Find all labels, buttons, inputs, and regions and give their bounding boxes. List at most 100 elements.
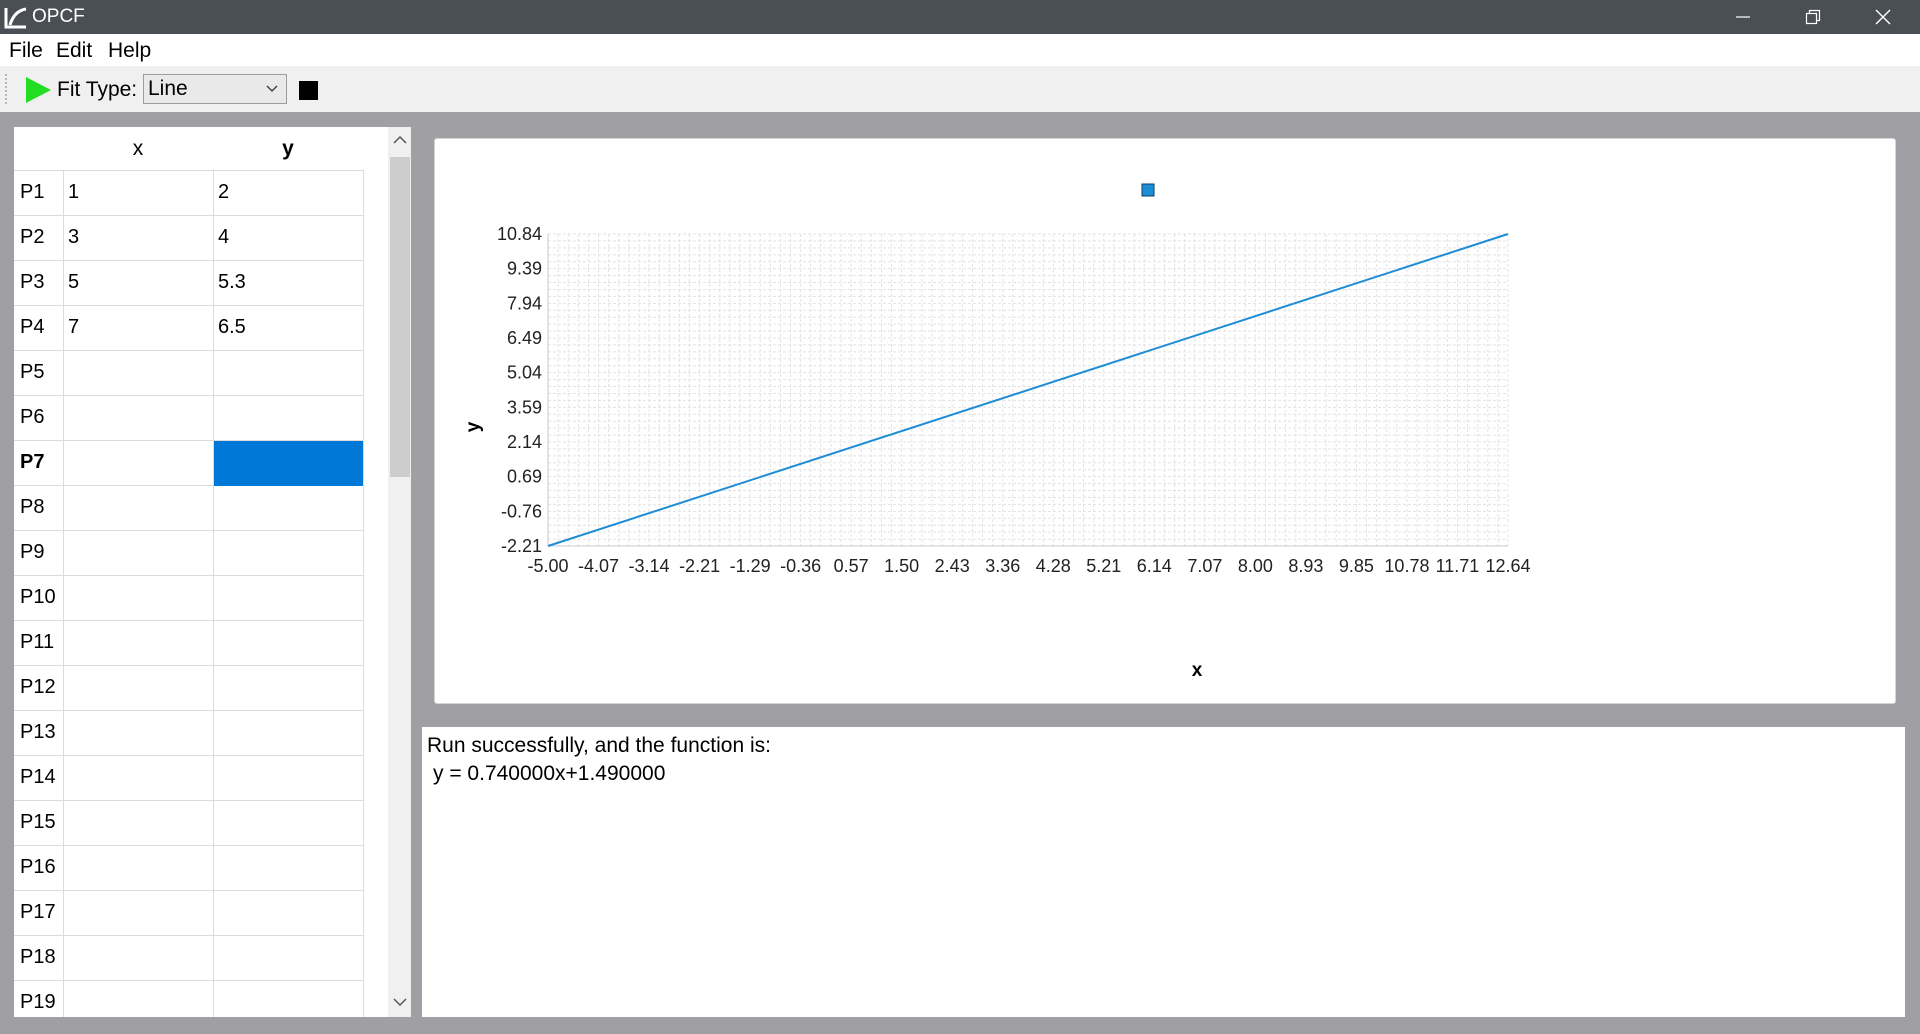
scroll-down-icon[interactable] bbox=[393, 997, 407, 1007]
cell-y[interactable] bbox=[213, 666, 364, 711]
x-axis-label: x bbox=[1192, 660, 1203, 681]
cell-x[interactable] bbox=[63, 441, 213, 486]
close-icon bbox=[1875, 9, 1891, 25]
row-header[interactable]: P8 bbox=[20, 496, 45, 518]
cell-y[interactable] bbox=[213, 486, 364, 531]
cell-x[interactable]: 3 bbox=[63, 216, 213, 261]
table-header: x y bbox=[14, 127, 364, 171]
cell-x[interactable] bbox=[63, 621, 213, 666]
table-row: P18 bbox=[14, 936, 364, 981]
cell-x[interactable] bbox=[63, 486, 213, 531]
table-row: P1 1 2 bbox=[14, 171, 364, 216]
row-header[interactable]: P7 bbox=[20, 451, 45, 473]
row-header[interactable]: P10 bbox=[20, 586, 56, 608]
scrollbar-thumb[interactable] bbox=[390, 157, 410, 477]
cell-y[interactable] bbox=[213, 756, 364, 801]
menu-edit[interactable]: Edit bbox=[56, 39, 93, 62]
row-header[interactable]: P9 bbox=[20, 541, 45, 563]
play-icon[interactable] bbox=[24, 76, 52, 104]
column-header-x[interactable]: x bbox=[132, 137, 144, 160]
x-tick-label: 3.36 bbox=[985, 556, 1020, 576]
table-row: P10 bbox=[14, 576, 364, 621]
cell-x[interactable] bbox=[63, 756, 213, 801]
menu-file[interactable]: File bbox=[9, 39, 43, 62]
x-tick-label: -1.29 bbox=[730, 556, 771, 576]
cell-y[interactable]: 6.5 bbox=[213, 306, 364, 351]
row-header[interactable]: P17 bbox=[20, 901, 56, 923]
row-header[interactable]: P18 bbox=[20, 946, 56, 968]
toolbar-grip[interactable] bbox=[5, 74, 8, 104]
restore-button[interactable] bbox=[1778, 0, 1848, 34]
row-header[interactable]: P19 bbox=[20, 991, 56, 1013]
table-row: P2 3 4 bbox=[14, 216, 364, 261]
cell-y[interactable]: 2 bbox=[213, 171, 364, 216]
cell-x[interactable] bbox=[63, 801, 213, 846]
cell-y[interactable] bbox=[213, 936, 364, 981]
toolbar: Fit Type: Line bbox=[0, 66, 1920, 112]
cell-x[interactable] bbox=[63, 891, 213, 936]
fit-type-value: Line bbox=[148, 77, 188, 100]
cell-y[interactable] bbox=[213, 396, 364, 441]
cell-x[interactable] bbox=[63, 351, 213, 396]
minimize-icon bbox=[1736, 16, 1750, 18]
cell-y[interactable] bbox=[213, 351, 364, 396]
cell-y[interactable] bbox=[213, 711, 364, 756]
cell-y[interactable] bbox=[213, 621, 364, 666]
cell-y[interactable] bbox=[213, 846, 364, 891]
restore-icon bbox=[1805, 9, 1821, 25]
row-header[interactable]: P11 bbox=[20, 631, 55, 653]
cell-y[interactable] bbox=[213, 891, 364, 936]
row-header[interactable]: P1 bbox=[20, 181, 45, 203]
output-line-1: Run successfully, and the function is: bbox=[427, 734, 771, 757]
x-tick-label: 11.71 bbox=[1436, 556, 1480, 576]
cell-x[interactable] bbox=[63, 666, 213, 711]
cell-x[interactable]: 7 bbox=[63, 306, 213, 351]
row-header[interactable]: P13 bbox=[20, 721, 56, 743]
cell-x[interactable] bbox=[63, 981, 213, 1017]
legend-marker bbox=[1141, 183, 1155, 197]
minimize-button[interactable] bbox=[1708, 0, 1778, 34]
scroll-up-icon[interactable] bbox=[393, 135, 407, 145]
chart-series bbox=[547, 233, 1509, 547]
cell-x[interactable]: 5 bbox=[63, 261, 213, 306]
row-header[interactable]: P16 bbox=[20, 856, 56, 878]
fit-chart: -5.00 -4.07 -3.14 -2.21 -1.29 -0.36 0.57 1.50 2.… bbox=[463, 183, 1531, 681]
row-header[interactable]: P4 bbox=[20, 316, 45, 338]
app-logo-icon bbox=[4, 7, 27, 29]
x-tick-label: 8.00 bbox=[1238, 556, 1273, 576]
row-header[interactable]: P14 bbox=[20, 766, 56, 788]
cell-y[interactable] bbox=[213, 441, 364, 486]
cell-y[interactable] bbox=[213, 801, 364, 846]
x-tick-label: 9.85 bbox=[1339, 556, 1374, 576]
cell-y[interactable]: 4 bbox=[213, 216, 364, 261]
row-header[interactable]: P6 bbox=[20, 406, 45, 428]
title-bar: OPCF bbox=[0, 0, 1920, 34]
cell-x[interactable] bbox=[63, 531, 213, 576]
close-button[interactable] bbox=[1848, 0, 1918, 34]
fit-type-select[interactable]: Line bbox=[143, 74, 287, 104]
row-header[interactable]: P3 bbox=[20, 271, 45, 293]
cell-x[interactable] bbox=[63, 396, 213, 441]
cell-y[interactable]: 5.3 bbox=[213, 261, 364, 306]
fit-type-label: Fit Type: bbox=[57, 78, 138, 101]
output-console[interactable]: Run successfully, and the function is: y… bbox=[421, 726, 1906, 1018]
row-header[interactable]: P5 bbox=[20, 361, 45, 383]
row-header[interactable]: P2 bbox=[20, 226, 45, 248]
cell-x[interactable] bbox=[63, 711, 213, 756]
cell-y[interactable] bbox=[213, 531, 364, 576]
cell-x[interactable]: 1 bbox=[63, 171, 213, 216]
cell-x[interactable] bbox=[63, 576, 213, 621]
table-row: P17 bbox=[14, 891, 364, 936]
cell-y[interactable] bbox=[213, 981, 364, 1017]
cell-x[interactable] bbox=[63, 936, 213, 981]
cell-x[interactable] bbox=[63, 846, 213, 891]
stop-icon[interactable] bbox=[299, 81, 318, 100]
table-row: P4 7 6.5 bbox=[14, 306, 364, 351]
row-header[interactable]: P12 bbox=[20, 676, 56, 698]
cell-y[interactable] bbox=[213, 576, 364, 621]
menu-help[interactable]: Help bbox=[108, 39, 152, 62]
column-header-y[interactable]: y bbox=[282, 137, 294, 160]
table-scrollbar[interactable] bbox=[388, 127, 411, 1017]
row-header[interactable]: P15 bbox=[20, 811, 56, 833]
chart-grid bbox=[547, 233, 1509, 547]
